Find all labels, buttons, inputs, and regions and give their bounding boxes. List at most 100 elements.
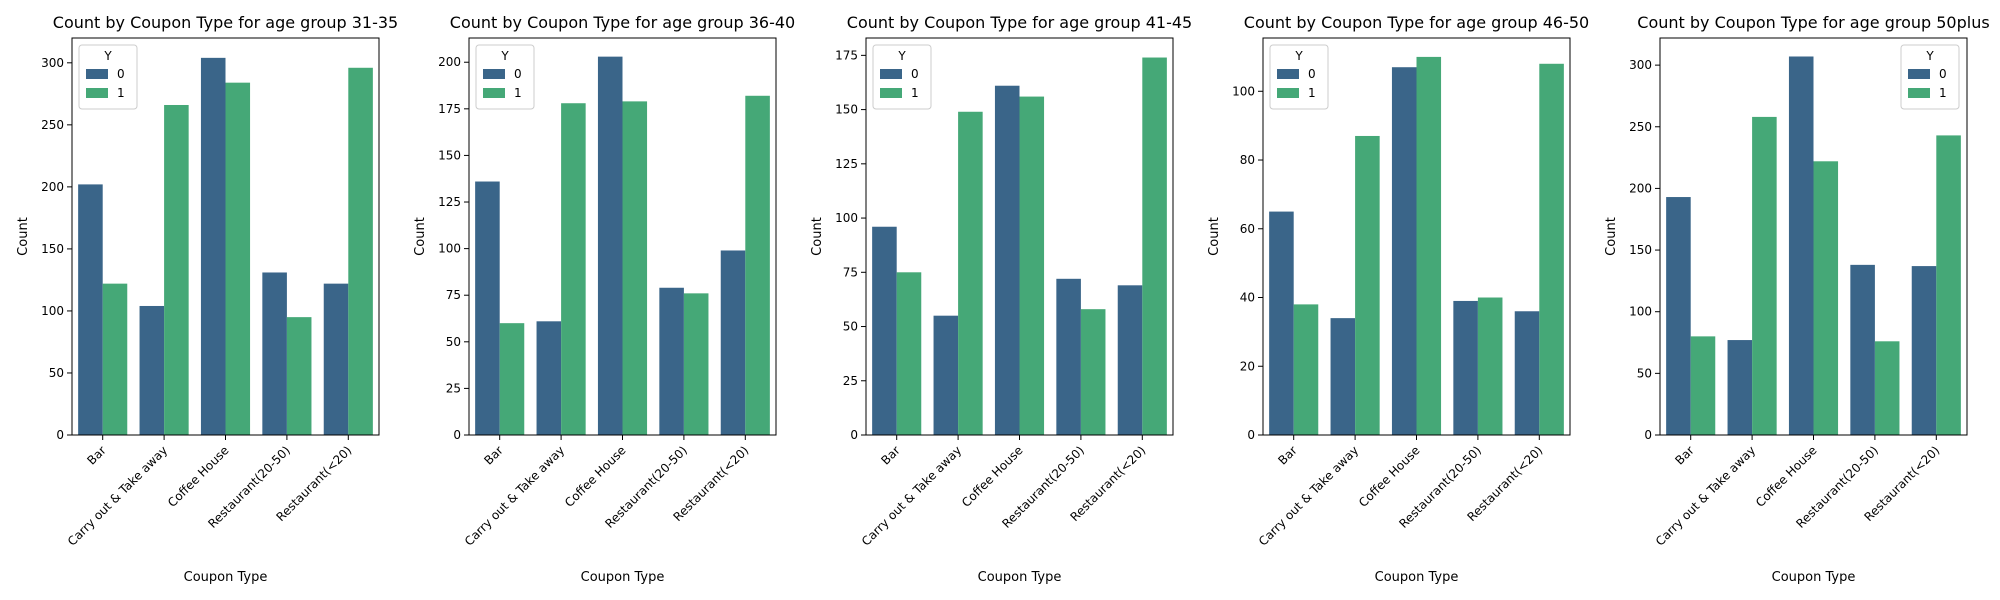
- chart-title: Count by Coupon Type for age group 50plu…: [1637, 13, 1989, 32]
- chart-panel-2: Count by Coupon Type for age group 36-40…: [413, 13, 795, 585]
- bar-coffee-house-y1: [1813, 161, 1839, 435]
- legend-swatch-y1: [483, 88, 505, 98]
- bar-restaurant-20-y1: [1539, 63, 1564, 435]
- legend-label-y0: 0: [117, 67, 125, 81]
- y-tick-label: 50: [1637, 366, 1652, 380]
- x-tick-label: Coffee House: [1356, 443, 1423, 510]
- bar-carry-out-take-away-y1: [1355, 135, 1380, 435]
- x-axis-label: Coupon Type: [1375, 570, 1459, 585]
- y-tick-label: 25: [843, 374, 858, 388]
- legend-swatch-y0: [880, 69, 902, 79]
- legend: Y0 1: [1269, 44, 1329, 110]
- chart-panel-1: Count by Coupon Type for age group 31-35…: [16, 13, 398, 585]
- bar-restaurant-20-y1: [1936, 135, 1961, 435]
- x-axis-label: Coupon Type: [184, 570, 268, 585]
- bar-restaurant-20-50-y0: [262, 272, 287, 435]
- x-tick-label: Carry out & Take away: [1653, 443, 1758, 548]
- chart-title: Count by Coupon Type for age group 36-40: [450, 13, 795, 32]
- y-axis-label: Count: [1604, 217, 1619, 256]
- y-tick-label: 200: [1629, 181, 1652, 195]
- bar-bar-y1: [896, 272, 922, 435]
- y-axis-label: Count: [413, 217, 428, 256]
- bar-restaurant-20-y1: [745, 95, 770, 435]
- y-tick-label: 250: [1629, 120, 1652, 134]
- bar-coffee-house-y0: [1391, 67, 1417, 435]
- y-tick-label: 175: [438, 102, 461, 116]
- y-tick-label: 60: [1240, 222, 1255, 236]
- y-tick-label: 100: [41, 304, 64, 318]
- legend-swatch-y1: [880, 88, 902, 98]
- legend-label-y1: 1: [117, 86, 125, 100]
- legend-label-y1: 1: [1939, 86, 1947, 100]
- x-tick-label: Carry out & Take away: [462, 443, 567, 548]
- y-tick-label: 50: [446, 335, 461, 349]
- legend-swatch-y0: [483, 69, 505, 79]
- y-tick-label: 125: [438, 195, 461, 209]
- legend-swatch-y1: [86, 88, 108, 98]
- y-tick-label: 75: [446, 288, 461, 302]
- y-tick-label: 0: [453, 428, 461, 442]
- bar-restaurant-20-50-y0: [1056, 278, 1081, 435]
- chart-panel-4: Count by Coupon Type for age group 46-50…: [1207, 13, 1589, 585]
- legend-label-y0: 0: [514, 67, 522, 81]
- bar-carry-out-take-away-y0: [139, 305, 165, 435]
- bar-carry-out-take-away-y0: [1727, 340, 1753, 435]
- y-tick-label: 150: [41, 242, 64, 256]
- bar-restaurant-20-y0: [720, 250, 746, 435]
- y-tick-label: 100: [438, 242, 461, 256]
- bar-restaurant-20-50-y0: [1850, 264, 1875, 435]
- bar-coffee-house-y0: [994, 85, 1020, 435]
- chart-title: Count by Coupon Type for age group 46-50: [1244, 13, 1589, 32]
- legend-swatch-y0: [86, 69, 108, 79]
- y-tick-label: 50: [843, 320, 858, 334]
- y-tick-label: 0: [850, 428, 858, 442]
- x-tick-label: Bar: [481, 443, 505, 467]
- legend-title: Y: [500, 49, 509, 63]
- bar-restaurant-20-50-y0: [659, 287, 684, 435]
- y-tick-label: 125: [835, 157, 858, 171]
- y-tick-label: 40: [1240, 291, 1255, 305]
- bar-restaurant-20-50-y1: [1477, 297, 1503, 435]
- x-axis-label: Coupon Type: [581, 570, 665, 585]
- bar-bar-y0: [78, 184, 103, 435]
- legend-label-y1: 1: [514, 86, 522, 100]
- y-tick-label: 250: [41, 118, 64, 132]
- bar-carry-out-take-away-y0: [933, 315, 959, 435]
- bar-coffee-house-y1: [225, 82, 251, 435]
- bar-restaurant-20-y0: [1911, 266, 1937, 435]
- x-tick-label: Coffee House: [165, 443, 232, 510]
- legend-label-y0: 0: [1939, 67, 1947, 81]
- bar-carry-out-take-away-y1: [561, 103, 586, 435]
- legend-label-y0: 0: [1308, 67, 1316, 81]
- y-tick-label: 0: [56, 428, 64, 442]
- y-tick-label: 150: [835, 103, 858, 117]
- bar-bar-y1: [1690, 336, 1716, 435]
- y-tick-label: 50: [49, 366, 64, 380]
- bar-restaurant-20-50-y1: [286, 317, 312, 435]
- x-axis-label: Coupon Type: [978, 570, 1062, 585]
- bar-bar-y1: [499, 323, 525, 435]
- y-tick-label: 20: [1240, 359, 1255, 373]
- bar-restaurant-20-y1: [348, 67, 373, 436]
- bar-restaurant-20-50-y1: [1874, 341, 1900, 435]
- bar-bar-y1: [102, 283, 128, 435]
- x-tick-label: Carry out & Take away: [859, 443, 964, 548]
- legend-title: Y: [897, 49, 906, 63]
- legend-label-y0: 0: [911, 67, 919, 81]
- chart-title: Count by Coupon Type for age group 41-45: [847, 13, 1192, 32]
- bar-coffee-house-y0: [597, 56, 623, 436]
- bar-restaurant-20-y0: [323, 283, 349, 435]
- bar-coffee-house-y1: [1416, 56, 1442, 436]
- x-tick-label: Bar: [84, 443, 108, 467]
- x-tick-label: Carry out & Take away: [1256, 443, 1361, 548]
- bar-coffee-house-y1: [1019, 96, 1045, 436]
- bar-bar-y0: [1666, 197, 1691, 435]
- chart-title: Count by Coupon Type for age group 31-35: [53, 13, 398, 32]
- bar-bar-y1: [1293, 304, 1319, 435]
- bar-bar-y0: [872, 226, 897, 435]
- bar-restaurant-20-50-y0: [1453, 300, 1478, 435]
- legend-label-y1: 1: [1308, 86, 1316, 100]
- y-tick-label: 300: [1629, 58, 1652, 72]
- bar-coffee-house-y0: [200, 57, 226, 435]
- chart-panel-5: Count by Coupon Type for age group 50plu…: [1604, 13, 1990, 585]
